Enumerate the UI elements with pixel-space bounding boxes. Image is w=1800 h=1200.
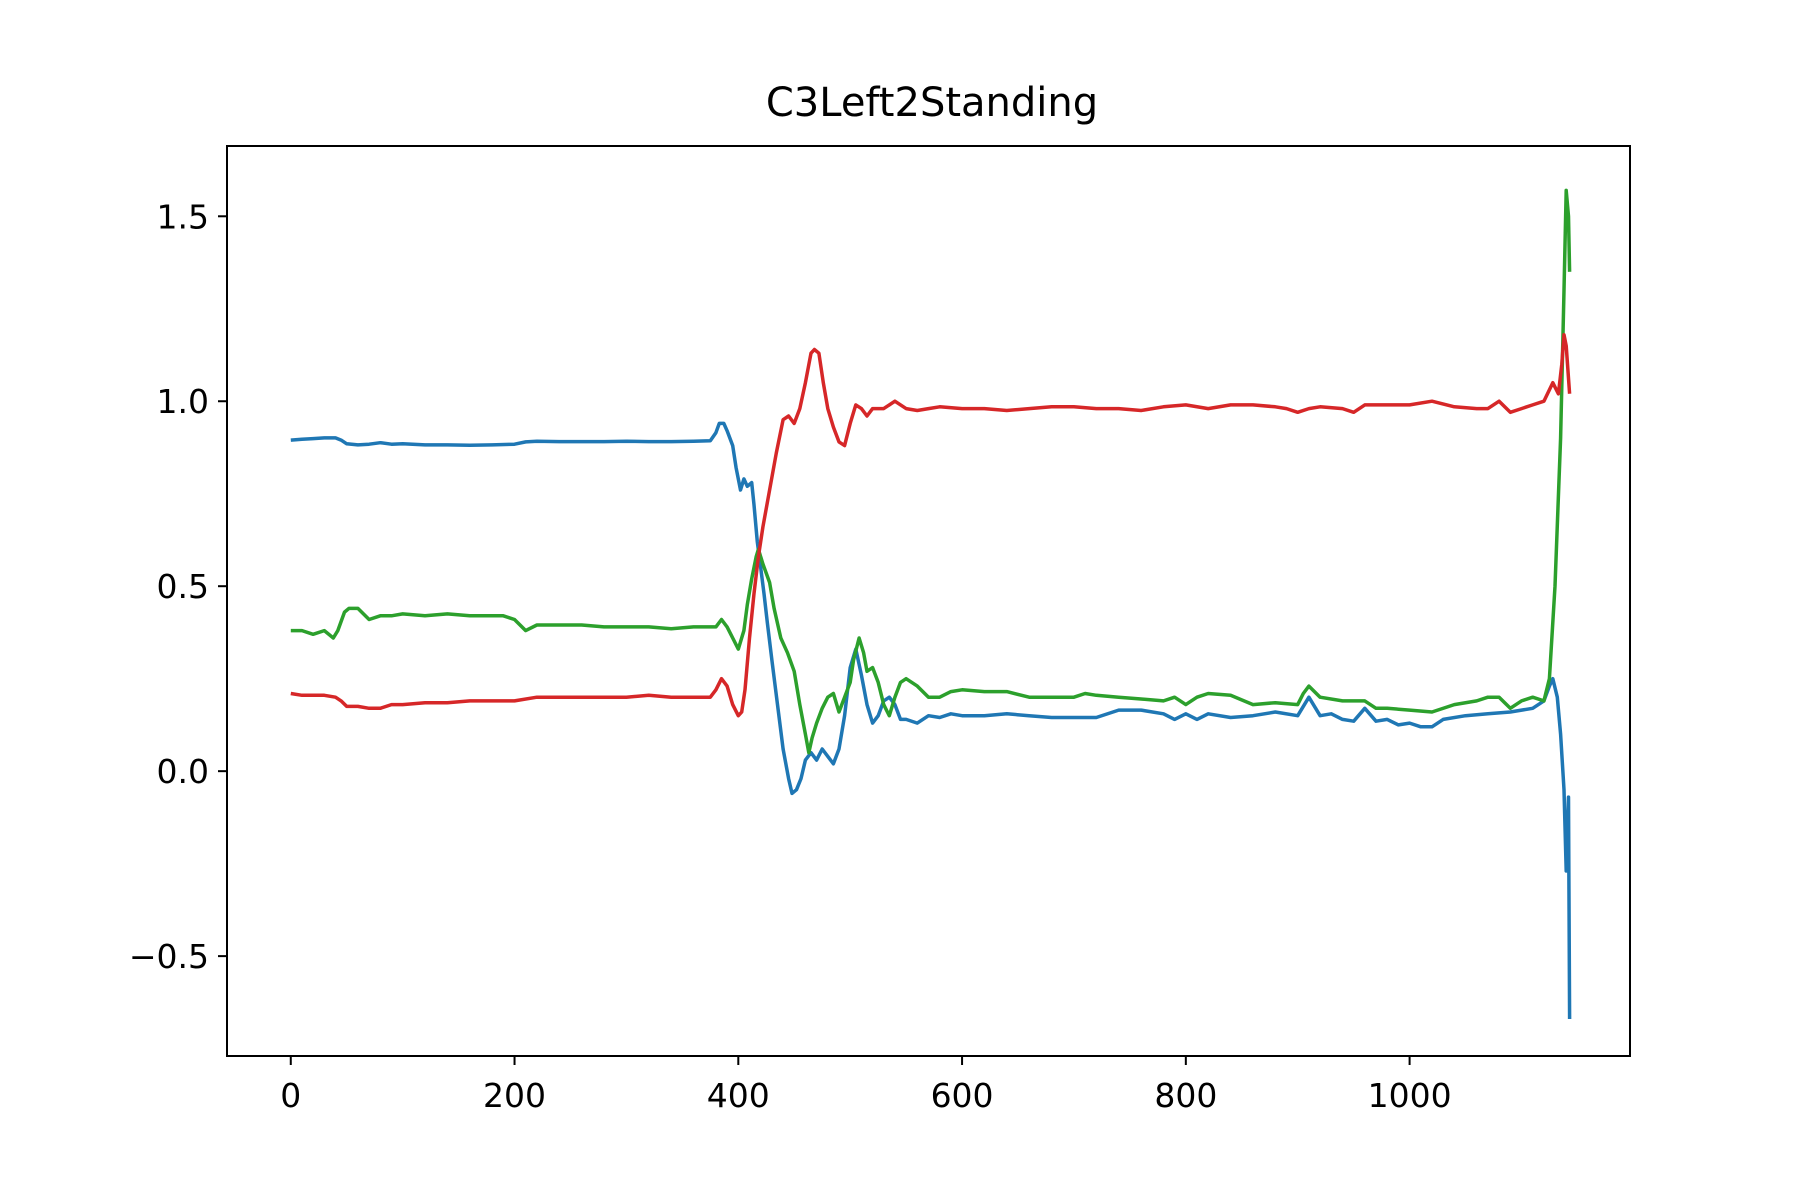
y-tick-label: 0.0 — [157, 752, 209, 791]
y-tick-label: 1.0 — [157, 382, 209, 421]
y-tick-label: 1.5 — [157, 197, 209, 236]
y-tick-label: −0.5 — [129, 937, 209, 976]
plot-frame — [226, 145, 1631, 1057]
x-tick-label: 400 — [707, 1076, 770, 1115]
x-tick-label: 1000 — [1368, 1076, 1452, 1115]
series-red-line — [290, 332, 1572, 718]
x-tick-label: 0 — [280, 1076, 301, 1115]
x-axis: 0 200 400 600 800 1000 — [280, 1056, 1452, 1115]
x-tick-label: 200 — [483, 1076, 546, 1115]
x-tick-label: 600 — [931, 1076, 994, 1115]
y-tick-label: 0.5 — [157, 567, 209, 606]
y-axis: −0.5 0.0 0.5 1.0 1.5 — [129, 197, 227, 976]
series-green-line — [290, 188, 1572, 755]
x-tick-label: 800 — [1154, 1076, 1217, 1115]
chart-title: C3Left2Standing — [766, 80, 1098, 126]
series-layer — [290, 188, 1572, 1020]
